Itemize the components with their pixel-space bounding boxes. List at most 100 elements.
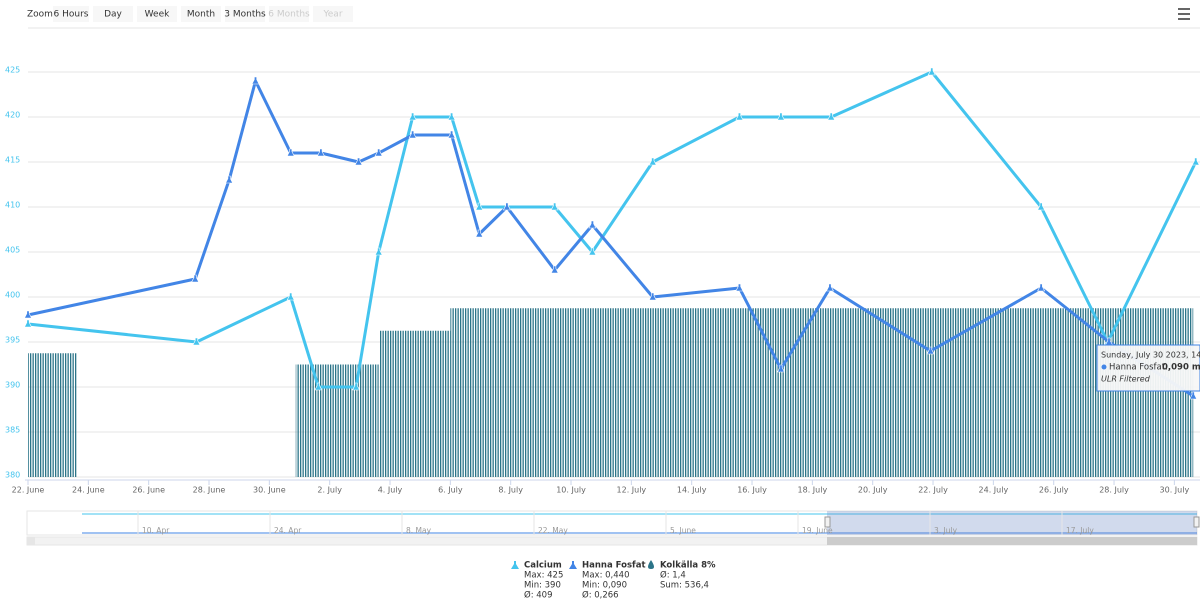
x-tick-label: 10. July xyxy=(556,486,586,495)
legend-stat: Ø: 1,4 xyxy=(660,570,686,581)
legend-symbol xyxy=(511,561,519,569)
navigator-handle[interactable] xyxy=(1193,516,1200,528)
x-tick-label: 14. July xyxy=(677,486,707,495)
point-marker xyxy=(648,157,657,166)
tooltip-value: 0,090 mg/ xyxy=(1162,363,1200,373)
zoom-button[interactable] xyxy=(93,6,133,22)
point-marker xyxy=(286,148,295,157)
menu-button[interactable] xyxy=(1174,4,1196,24)
navigator-label: 19. June xyxy=(802,526,833,535)
x-tick-label: 24. June xyxy=(72,486,105,495)
legend-symbol xyxy=(569,561,577,569)
y-tick-label: 415 xyxy=(5,156,20,165)
navigator-mask[interactable] xyxy=(827,511,1197,535)
zoom-button-label: 3 Months xyxy=(224,10,266,20)
bar xyxy=(379,330,451,477)
y-tick-label: 410 xyxy=(5,201,20,210)
x-tick-label: 6. July xyxy=(438,486,463,495)
point-marker xyxy=(588,247,597,256)
point-marker xyxy=(408,130,417,139)
navigator-handle[interactable] xyxy=(824,516,831,528)
point-marker xyxy=(735,112,744,121)
y-tick-label: 385 xyxy=(5,426,20,435)
tooltip-label: Hanna Fosfat: xyxy=(1109,363,1168,373)
navigator: 10. Apr 24. Apr 8. May 22. May 5. June 19. Ju… xyxy=(26,510,1200,546)
bar xyxy=(295,364,379,477)
zoom-button[interactable] xyxy=(181,6,221,22)
point-marker xyxy=(24,310,32,319)
x-tick-label: 4. July xyxy=(378,486,403,495)
zoom-label: Zoom xyxy=(27,10,53,20)
point-marker xyxy=(927,67,936,76)
point-marker xyxy=(1191,157,1200,166)
navigator-label: 22. May xyxy=(538,526,568,535)
series-line xyxy=(27,79,1195,398)
x-tick-label: 28. July xyxy=(1099,486,1129,495)
x-tick-label: 26. June xyxy=(132,486,165,495)
legend-label: Calcium xyxy=(524,561,562,571)
x-tick-label: 20. July xyxy=(858,486,888,495)
point-marker xyxy=(316,148,325,157)
point-marker xyxy=(735,283,744,292)
navigator-label: 8. May xyxy=(406,526,432,535)
navigator-frame xyxy=(26,510,1198,536)
point-marker xyxy=(827,112,836,121)
y-tick-label: 420 xyxy=(5,111,20,120)
navigator-label: 10. Apr xyxy=(142,526,170,535)
zoom-button-label: 6 Months xyxy=(268,10,310,20)
point-marker xyxy=(225,175,234,184)
y-tick-label: 395 xyxy=(5,336,20,345)
tooltip-box xyxy=(1096,344,1200,392)
legend-stat: Sum: 536,4 xyxy=(660,581,709,591)
zoom-button[interactable] xyxy=(53,6,89,22)
point-marker xyxy=(374,148,383,157)
point-marker xyxy=(374,247,383,256)
point-marker xyxy=(776,364,785,373)
tooltip-note: ULR Filtered xyxy=(1101,375,1151,384)
scrollbar-button[interactable] xyxy=(27,537,35,545)
point-marker xyxy=(1189,391,1198,400)
point-marker xyxy=(550,202,559,211)
legend-stat: Ø: 409 xyxy=(524,590,552,601)
point-marker xyxy=(926,346,935,355)
x-tick-label: 26. July xyxy=(1039,486,1069,495)
x-tick-label: 30. June xyxy=(253,486,286,495)
point-marker xyxy=(1037,202,1046,211)
scrollbar-thumb[interactable] xyxy=(827,537,1197,545)
series-line xyxy=(27,70,1198,389)
y-tick-label: 390 xyxy=(5,381,20,390)
point-marker xyxy=(447,130,456,139)
zoom-bar: Zoom 6 Hours Day Week Month 3 Months 6 Months Y… xyxy=(27,6,353,22)
zoom-button xyxy=(313,6,353,22)
navigator-label: 24. Apr xyxy=(274,526,302,535)
zoom-button[interactable] xyxy=(137,6,177,22)
point-marker xyxy=(286,292,295,301)
y-tick-label: 380 xyxy=(5,471,20,480)
navigator-label: 17. July xyxy=(1066,526,1094,535)
zoom-button-label: Year xyxy=(322,10,342,20)
point-marker xyxy=(502,202,511,211)
point-marker xyxy=(354,157,363,166)
x-tick-label: 8. July xyxy=(498,486,523,495)
zoom-button-label: Week xyxy=(145,10,170,20)
point-marker xyxy=(24,319,32,328)
x-tick-label: 12. July xyxy=(617,486,647,495)
x-tick-label: 22. July xyxy=(918,486,948,495)
bar xyxy=(450,308,1194,477)
point-marker xyxy=(352,382,361,391)
y-tick-label: 400 xyxy=(5,291,20,300)
navigator-label: 5. June xyxy=(670,526,696,535)
legend-label: Hanna Fosfat xyxy=(582,561,646,571)
x-tick-label: 18. July xyxy=(798,486,828,495)
zoom-button[interactable] xyxy=(225,6,265,22)
navigator-label: 3. July xyxy=(934,526,958,535)
point-marker xyxy=(408,112,417,121)
y-tick-label: 405 xyxy=(5,246,20,255)
point-marker xyxy=(314,382,323,391)
legend-stat: Ø: 0,266 xyxy=(582,590,619,601)
